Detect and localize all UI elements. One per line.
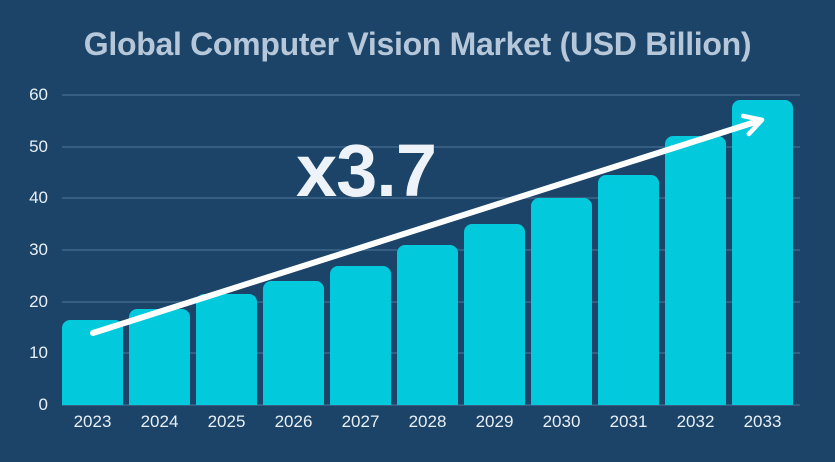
y-tick-label: 50 — [29, 136, 48, 156]
bar-2031 — [598, 175, 659, 405]
y-axis-labels: 0 10 20 30 40 50 60 — [0, 86, 48, 414]
y-tick-label: 20 — [29, 291, 48, 311]
x-tick-label: 2028 — [408, 412, 447, 431]
y-tick-label: 30 — [29, 240, 48, 259]
x-tick-label: 2029 — [475, 412, 514, 431]
x-tick-label: 2027 — [341, 412, 380, 431]
bar-2028 — [397, 244, 458, 405]
x-tick-label: 2024 — [140, 412, 179, 431]
x-tick-label: 2033 — [743, 412, 782, 431]
bar-2026 — [263, 281, 324, 405]
bar-2032 — [665, 136, 726, 405]
growth-multiplier-label: x3.7 — [296, 129, 437, 212]
x-tick-label: 2030 — [542, 412, 581, 431]
y-tick-label: 60 — [29, 85, 48, 104]
bar-2029 — [464, 224, 525, 405]
bar-2024 — [129, 309, 190, 405]
x-tick-label: 2023 — [73, 412, 112, 431]
gridline — [62, 404, 800, 406]
bar-2030 — [531, 198, 592, 405]
bar-2033 — [732, 100, 793, 405]
chart-title: Global Computer Vision Market (USD Billi… — [83, 26, 752, 62]
bar-2027 — [330, 265, 391, 405]
bar-2025 — [196, 293, 257, 405]
x-tick-label: 2026 — [274, 412, 313, 431]
x-axis-labels: 2023 2024 2025 2026 2027 2028 2029 2030 2031 2032… — [62, 411, 793, 433]
gridline — [62, 94, 800, 96]
y-tick-label: 0 — [38, 395, 48, 414]
bar-2023 — [62, 319, 123, 405]
y-tick-label: 10 — [29, 343, 48, 363]
x-tick-label: 2031 — [609, 412, 648, 431]
y-tick-label: 40 — [29, 188, 48, 208]
x-tick-label: 2032 — [676, 412, 715, 431]
x-tick-label: 2025 — [207, 412, 246, 431]
